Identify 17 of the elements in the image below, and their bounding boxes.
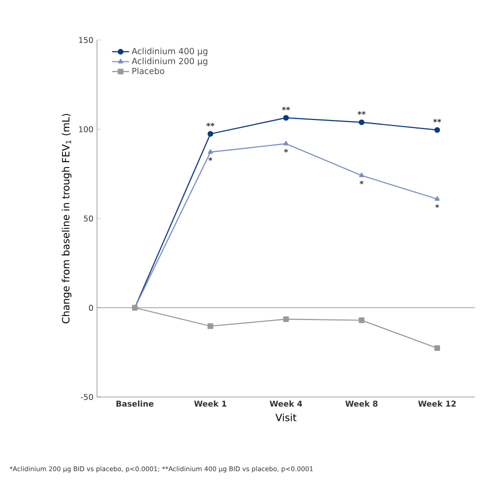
legend-label: Aclidinium 200 µg	[132, 58, 208, 66]
point	[283, 316, 289, 322]
point	[208, 131, 214, 137]
point	[358, 317, 364, 324]
point	[434, 127, 440, 133]
point	[434, 196, 440, 201]
point	[283, 140, 289, 146]
legend-label: Placebo	[132, 68, 164, 74]
point	[208, 149, 213, 154]
point	[358, 119, 364, 126]
point	[359, 172, 364, 178]
point	[208, 323, 214, 329]
point	[283, 114, 289, 121]
y-axis-title: Change from baseline in trough FEV$_{1}$ (mL)	[62, 114, 72, 324]
point	[434, 345, 440, 351]
x-axis-title: Visit	[275, 414, 296, 422]
legend-label: Aclidinium 400 µg	[132, 48, 208, 56]
